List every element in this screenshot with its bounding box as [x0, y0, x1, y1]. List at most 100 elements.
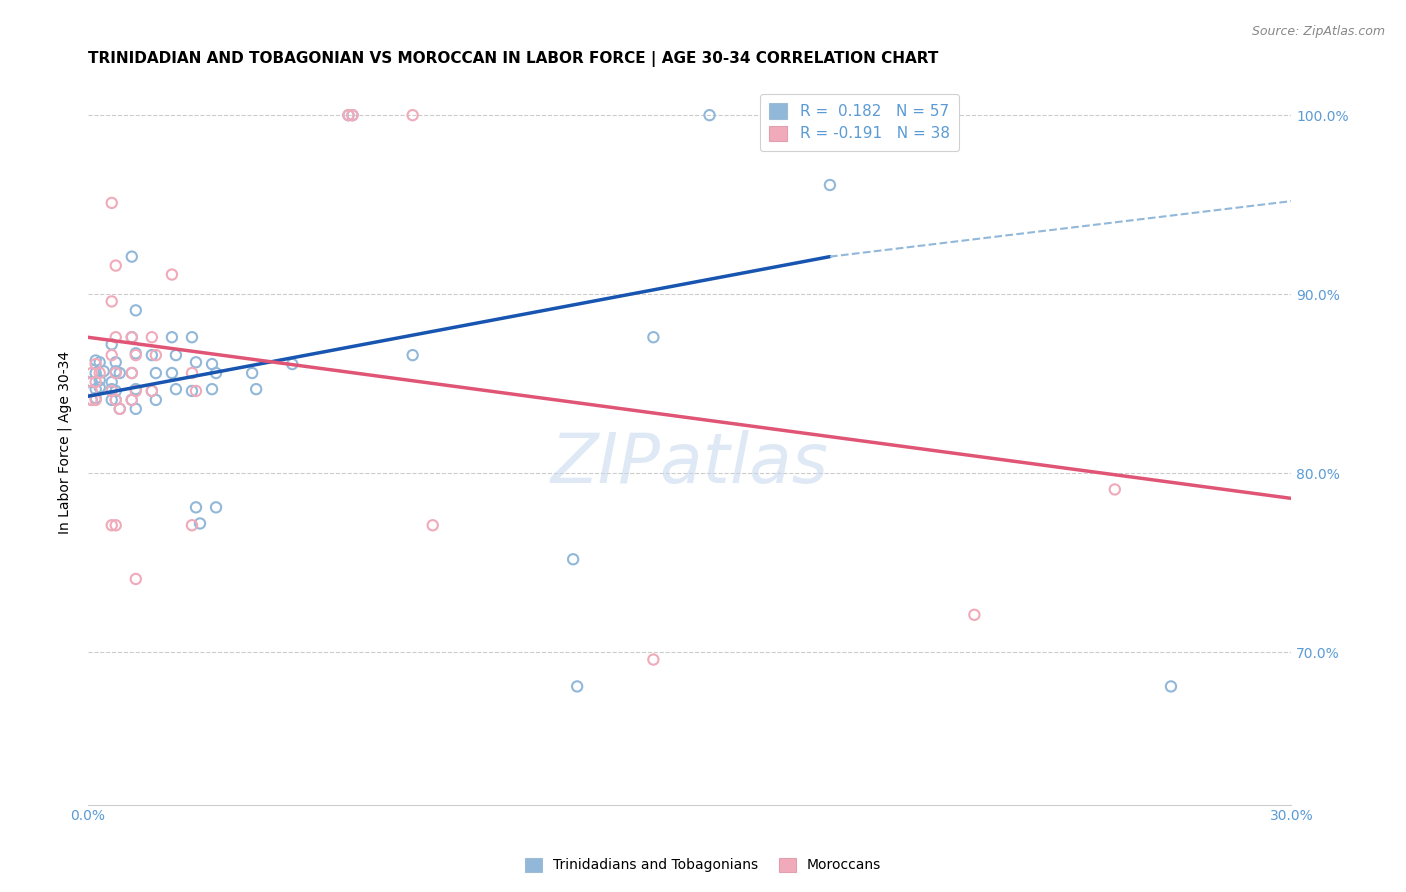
- Point: [108, 366, 131, 380]
- Point: [121, 330, 143, 344]
- Point: [104, 384, 127, 398]
- Text: Source: ZipAtlas.com: Source: ZipAtlas.com: [1251, 25, 1385, 38]
- Point: [160, 268, 183, 282]
- Point: [121, 366, 143, 380]
- Point: [104, 366, 127, 380]
- Point: [141, 384, 163, 398]
- Point: [100, 195, 122, 210]
- Point: [337, 108, 360, 122]
- Point: [125, 572, 148, 586]
- Legend: Trinidadians and Tobagonians, Moroccans: Trinidadians and Tobagonians, Moroccans: [520, 852, 886, 878]
- Point: [125, 384, 148, 398]
- Point: [108, 401, 131, 416]
- Point: [342, 108, 364, 122]
- Text: ZIPatlas: ZIPatlas: [551, 430, 828, 497]
- Point: [401, 348, 423, 362]
- Point: [565, 680, 588, 694]
- Point: [240, 366, 263, 380]
- Point: [125, 401, 148, 416]
- Point: [84, 392, 107, 407]
- Point: [125, 382, 148, 396]
- Point: [100, 518, 122, 533]
- Point: [699, 108, 721, 122]
- Point: [100, 375, 122, 389]
- Point: [337, 108, 360, 122]
- Point: [84, 382, 107, 396]
- Point: [181, 366, 204, 380]
- Point: [104, 518, 127, 533]
- Point: [80, 366, 103, 380]
- Point: [84, 366, 107, 380]
- Point: [84, 375, 107, 389]
- Point: [93, 364, 115, 378]
- Point: [84, 353, 107, 368]
- Point: [100, 337, 122, 351]
- Point: [104, 355, 127, 369]
- Point: [281, 357, 304, 371]
- Point: [100, 348, 122, 362]
- Point: [80, 375, 103, 389]
- Point: [121, 392, 143, 407]
- Point: [201, 382, 224, 396]
- Point: [188, 516, 211, 531]
- Point: [89, 366, 111, 380]
- Point: [145, 348, 167, 362]
- Point: [100, 382, 122, 396]
- Point: [141, 348, 163, 362]
- Point: [181, 330, 204, 344]
- Legend: R =  0.182   N = 57, R = -0.191   N = 38: R = 0.182 N = 57, R = -0.191 N = 38: [759, 95, 959, 151]
- Point: [89, 373, 111, 387]
- Point: [121, 366, 143, 380]
- Point: [100, 392, 122, 407]
- Point: [80, 392, 103, 407]
- Y-axis label: In Labor Force | Age 30-34: In Labor Force | Age 30-34: [58, 351, 72, 533]
- Point: [125, 346, 148, 360]
- Point: [818, 178, 841, 192]
- Point: [401, 108, 423, 122]
- Point: [80, 384, 103, 398]
- Point: [562, 552, 585, 566]
- Point: [422, 518, 444, 533]
- Point: [141, 384, 163, 398]
- Point: [643, 330, 665, 344]
- Point: [89, 355, 111, 369]
- Point: [125, 348, 148, 362]
- Point: [205, 366, 228, 380]
- Point: [141, 330, 163, 344]
- Point: [104, 392, 127, 407]
- Point: [121, 392, 143, 407]
- Point: [104, 330, 127, 344]
- Point: [84, 391, 107, 405]
- Point: [643, 652, 665, 666]
- Point: [205, 500, 228, 515]
- Point: [80, 392, 103, 407]
- Point: [125, 303, 148, 318]
- Point: [245, 382, 267, 396]
- Point: [104, 364, 127, 378]
- Point: [184, 355, 207, 369]
- Point: [145, 392, 167, 407]
- Point: [963, 607, 986, 622]
- Point: [1160, 680, 1182, 694]
- Point: [160, 366, 183, 380]
- Point: [1104, 483, 1126, 497]
- Point: [89, 380, 111, 394]
- Point: [342, 108, 364, 122]
- Point: [100, 294, 122, 309]
- Point: [121, 250, 143, 264]
- Point: [108, 401, 131, 416]
- Point: [184, 384, 207, 398]
- Point: [84, 357, 107, 371]
- Point: [121, 330, 143, 344]
- Point: [201, 357, 224, 371]
- Point: [181, 384, 204, 398]
- Point: [181, 518, 204, 533]
- Point: [165, 382, 187, 396]
- Point: [184, 500, 207, 515]
- Point: [160, 330, 183, 344]
- Point: [145, 366, 167, 380]
- Point: [165, 348, 187, 362]
- Text: TRINIDADIAN AND TOBAGONIAN VS MOROCCAN IN LABOR FORCE | AGE 30-34 CORRELATION CH: TRINIDADIAN AND TOBAGONIAN VS MOROCCAN I…: [87, 51, 938, 67]
- Point: [104, 259, 127, 273]
- Point: [104, 392, 127, 407]
